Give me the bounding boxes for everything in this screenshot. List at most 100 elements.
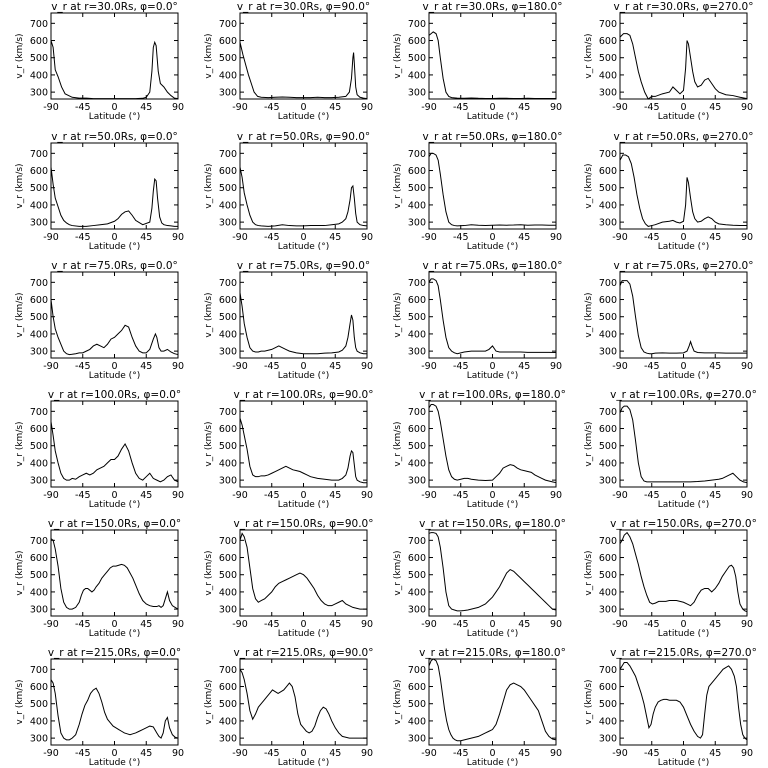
y-tick-label: 600 — [30, 553, 48, 564]
series-line — [50, 538, 179, 610]
y-tick-label: 400 — [219, 587, 237, 598]
y-tick-label: 400 — [30, 716, 48, 727]
x-tick-label: 0 — [489, 232, 495, 243]
x-tick-label: -90 — [43, 102, 59, 113]
y-tick-label: 600 — [408, 295, 426, 306]
y-tick-label: 300 — [30, 347, 48, 358]
y-tick-label: 500 — [408, 312, 426, 323]
y-tick-label: 400 — [599, 329, 617, 340]
y-axis-label: v_r (km/s) — [393, 163, 403, 208]
x-tick-label: -90 — [232, 102, 248, 113]
x-tick-label: 45 — [709, 102, 721, 113]
x-tick-label: -90 — [612, 232, 628, 243]
plot-frame — [619, 142, 748, 230]
series-line — [428, 278, 557, 355]
y-axis-label: v_r (km/s) — [584, 421, 594, 466]
panel: v_r at r=100.0Rs, φ=180.0° -90 -45 0 45 90 300… — [393, 389, 566, 510]
panel: v_r at r=75.0Rs, φ=0.0° -90 -45 0 45 90 300 400… — [15, 260, 184, 381]
x-tick-label: -45 — [264, 102, 280, 113]
x-tick-label: 0 — [300, 232, 306, 243]
x-tick-label: -45 — [264, 619, 280, 630]
y-tick-label: 300 — [30, 605, 48, 616]
y-tick-label: 300 — [219, 347, 237, 358]
series-line — [239, 532, 367, 610]
x-tick-label: 45 — [709, 232, 721, 243]
x-tick-label: -45 — [453, 748, 469, 759]
panel: v_r at r=150.0Rs, φ=270.0° -90 -45 0 45 90 300… — [584, 518, 757, 639]
panel: v_r at r=75.0Rs, φ=90.0° -90 -45 0 45 90 300 40… — [204, 260, 373, 381]
y-tick-label: 500 — [30, 312, 48, 323]
panel: v_r at r=75.0Rs, φ=180.0° -90 -45 0 45 90 300 4… — [393, 260, 562, 381]
series-line — [619, 154, 747, 227]
series-line — [428, 532, 557, 612]
panel-title: v_r at r=215.0Rs, φ=180.0° — [419, 647, 566, 659]
y-tick-label: 700 — [219, 665, 237, 676]
x-tick-label: 45 — [329, 102, 341, 113]
y-tick-label: 600 — [599, 424, 617, 435]
y-tick-label: 600 — [219, 166, 237, 177]
y-tick-label: 700 — [30, 278, 48, 289]
x-tick-label: 90 — [550, 102, 562, 113]
x-tick-label: -90 — [43, 748, 59, 759]
x-tick-label: 0 — [111, 490, 117, 501]
plot-frame — [50, 271, 179, 359]
x-tick-label: -45 — [453, 102, 469, 113]
x-tick-label: 0 — [489, 748, 495, 759]
plot-frame — [239, 658, 368, 746]
y-tick-label: 500 — [219, 699, 237, 710]
y-tick-label: 400 — [30, 587, 48, 598]
y-tick-label: 500 — [408, 441, 426, 452]
y-tick-label: 500 — [599, 183, 617, 194]
x-tick-label: 45 — [140, 490, 152, 501]
x-tick-label: 0 — [300, 619, 306, 630]
panel: v_r at r=100.0Rs, φ=90.0° -90 -45 0 45 90 300 4… — [204, 389, 373, 510]
y-tick-label: 300 — [408, 605, 426, 616]
plot-frame — [50, 529, 179, 617]
panel: v_r at r=50.0Rs, φ=180.0° -90 -45 0 45 90 300 4… — [393, 131, 562, 252]
y-tick-label: 500 — [599, 570, 617, 581]
x-tick-label: 45 — [329, 490, 341, 501]
y-tick-label: 600 — [219, 424, 237, 435]
plot-frame — [619, 400, 748, 488]
panel: v_r at r=30.0Rs, φ=180.0° -90 -45 0 45 90 300 4… — [393, 1, 562, 122]
x-tick-label: 0 — [489, 102, 495, 113]
y-tick-label: 300 — [599, 218, 617, 229]
x-tick-label: -90 — [421, 490, 437, 501]
x-tick-label: -45 — [453, 490, 469, 501]
y-tick-label: 600 — [599, 553, 617, 564]
x-tick-label: 45 — [518, 748, 530, 759]
y-axis-label: v_r (km/s) — [204, 550, 214, 595]
plot-frame — [428, 400, 557, 488]
panel-title: v_r at r=30.0Rs, φ=90.0° — [237, 1, 370, 13]
y-tick-label: 400 — [599, 458, 617, 469]
x-tick-label: -45 — [453, 361, 469, 372]
y-tick-label: 700 — [219, 278, 237, 289]
x-tick-label: 90 — [741, 232, 753, 243]
y-tick-label: 600 — [30, 424, 48, 435]
panel-title: v_r at r=50.0Rs, φ=270.0° — [614, 131, 754, 143]
x-tick-label: 45 — [329, 361, 341, 372]
x-tick-label: -45 — [644, 490, 660, 501]
x-tick-label: 0 — [680, 232, 686, 243]
x-tick-label: -90 — [612, 748, 628, 759]
x-tick-label: 90 — [550, 619, 562, 630]
x-tick-label: 90 — [172, 361, 184, 372]
y-tick-label: 300 — [408, 734, 426, 745]
y-tick-label: 400 — [408, 458, 426, 469]
y-axis-label: v_r (km/s) — [393, 33, 403, 78]
panel-title: v_r at r=215.0Rs, φ=0.0° — [48, 647, 181, 659]
series-line — [619, 33, 748, 100]
y-tick-label: 700 — [219, 19, 237, 30]
y-tick-label: 700 — [30, 536, 48, 547]
x-axis-label: Latitude (°) — [278, 112, 329, 122]
y-tick-label: 600 — [219, 36, 237, 47]
x-tick-label: -45 — [644, 361, 660, 372]
x-tick-label: 0 — [300, 490, 306, 501]
panel-title: v_r at r=30.0Rs, φ=180.0° — [423, 1, 563, 13]
y-tick-label: 300 — [30, 218, 48, 229]
y-tick-label: 500 — [219, 441, 237, 452]
y-tick-label: 500 — [599, 699, 617, 710]
x-tick-label: 90 — [550, 361, 562, 372]
y-tick-label: 600 — [408, 424, 426, 435]
x-tick-label: 0 — [680, 748, 686, 759]
